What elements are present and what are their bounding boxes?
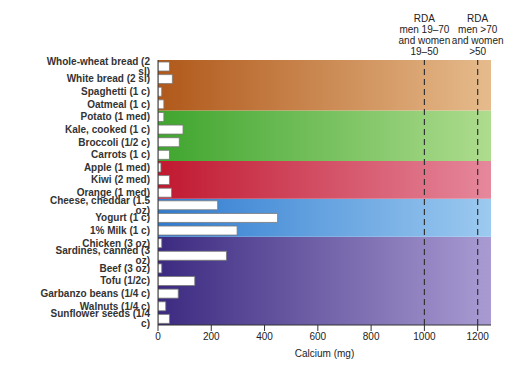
- svg-text:Broccoli (1/2 c): Broccoli (1/2 c): [78, 137, 150, 148]
- svg-text:Tofu (1/2c): Tofu (1/2c): [100, 275, 150, 286]
- svg-text:Chicken (3 oz): Chicken (3 oz): [82, 238, 150, 249]
- svg-text:Calcium (mg): Calcium (mg): [295, 348, 354, 359]
- svg-text:Whole-wheat bread (2sl): Whole-wheat bread (2sl): [47, 56, 151, 77]
- svg-text:1200: 1200: [467, 331, 490, 342]
- svg-text:RDAmen 19–70and women19–50: RDAmen 19–70and women19–50: [399, 13, 451, 57]
- svg-text:600: 600: [309, 331, 326, 342]
- svg-text:Apple (1 med): Apple (1 med): [84, 162, 150, 173]
- svg-text:Kale, cooked (1 c): Kale, cooked (1 c): [65, 124, 150, 135]
- svg-text:RDAmen >70and women>50: RDAmen >70and women>50: [452, 13, 504, 57]
- svg-text:Garbanzo beans (1/4 c): Garbanzo beans (1/4 c): [41, 288, 150, 299]
- svg-text:Oatmeal (1 c): Oatmeal (1 c): [87, 99, 150, 110]
- svg-text:0: 0: [155, 331, 161, 342]
- svg-text:Walnuts (1/4 c): Walnuts (1/4 c): [80, 301, 150, 312]
- svg-text:1% Milk (1 c): 1% Milk (1 c): [90, 225, 150, 236]
- svg-text:Orange (1 med): Orange (1 med): [77, 187, 150, 198]
- svg-text:Kiwi (2 med): Kiwi (2 med): [91, 174, 150, 185]
- svg-text:1000: 1000: [413, 331, 436, 342]
- svg-text:400: 400: [256, 331, 273, 342]
- svg-text:800: 800: [363, 331, 380, 342]
- svg-text:Potato (1 med): Potato (1 med): [81, 111, 150, 122]
- svg-text:Carrots (1 c): Carrots (1 c): [91, 149, 150, 160]
- svg-text:Spaghetti (1 c): Spaghetti (1 c): [81, 86, 150, 97]
- svg-text:200: 200: [203, 331, 220, 342]
